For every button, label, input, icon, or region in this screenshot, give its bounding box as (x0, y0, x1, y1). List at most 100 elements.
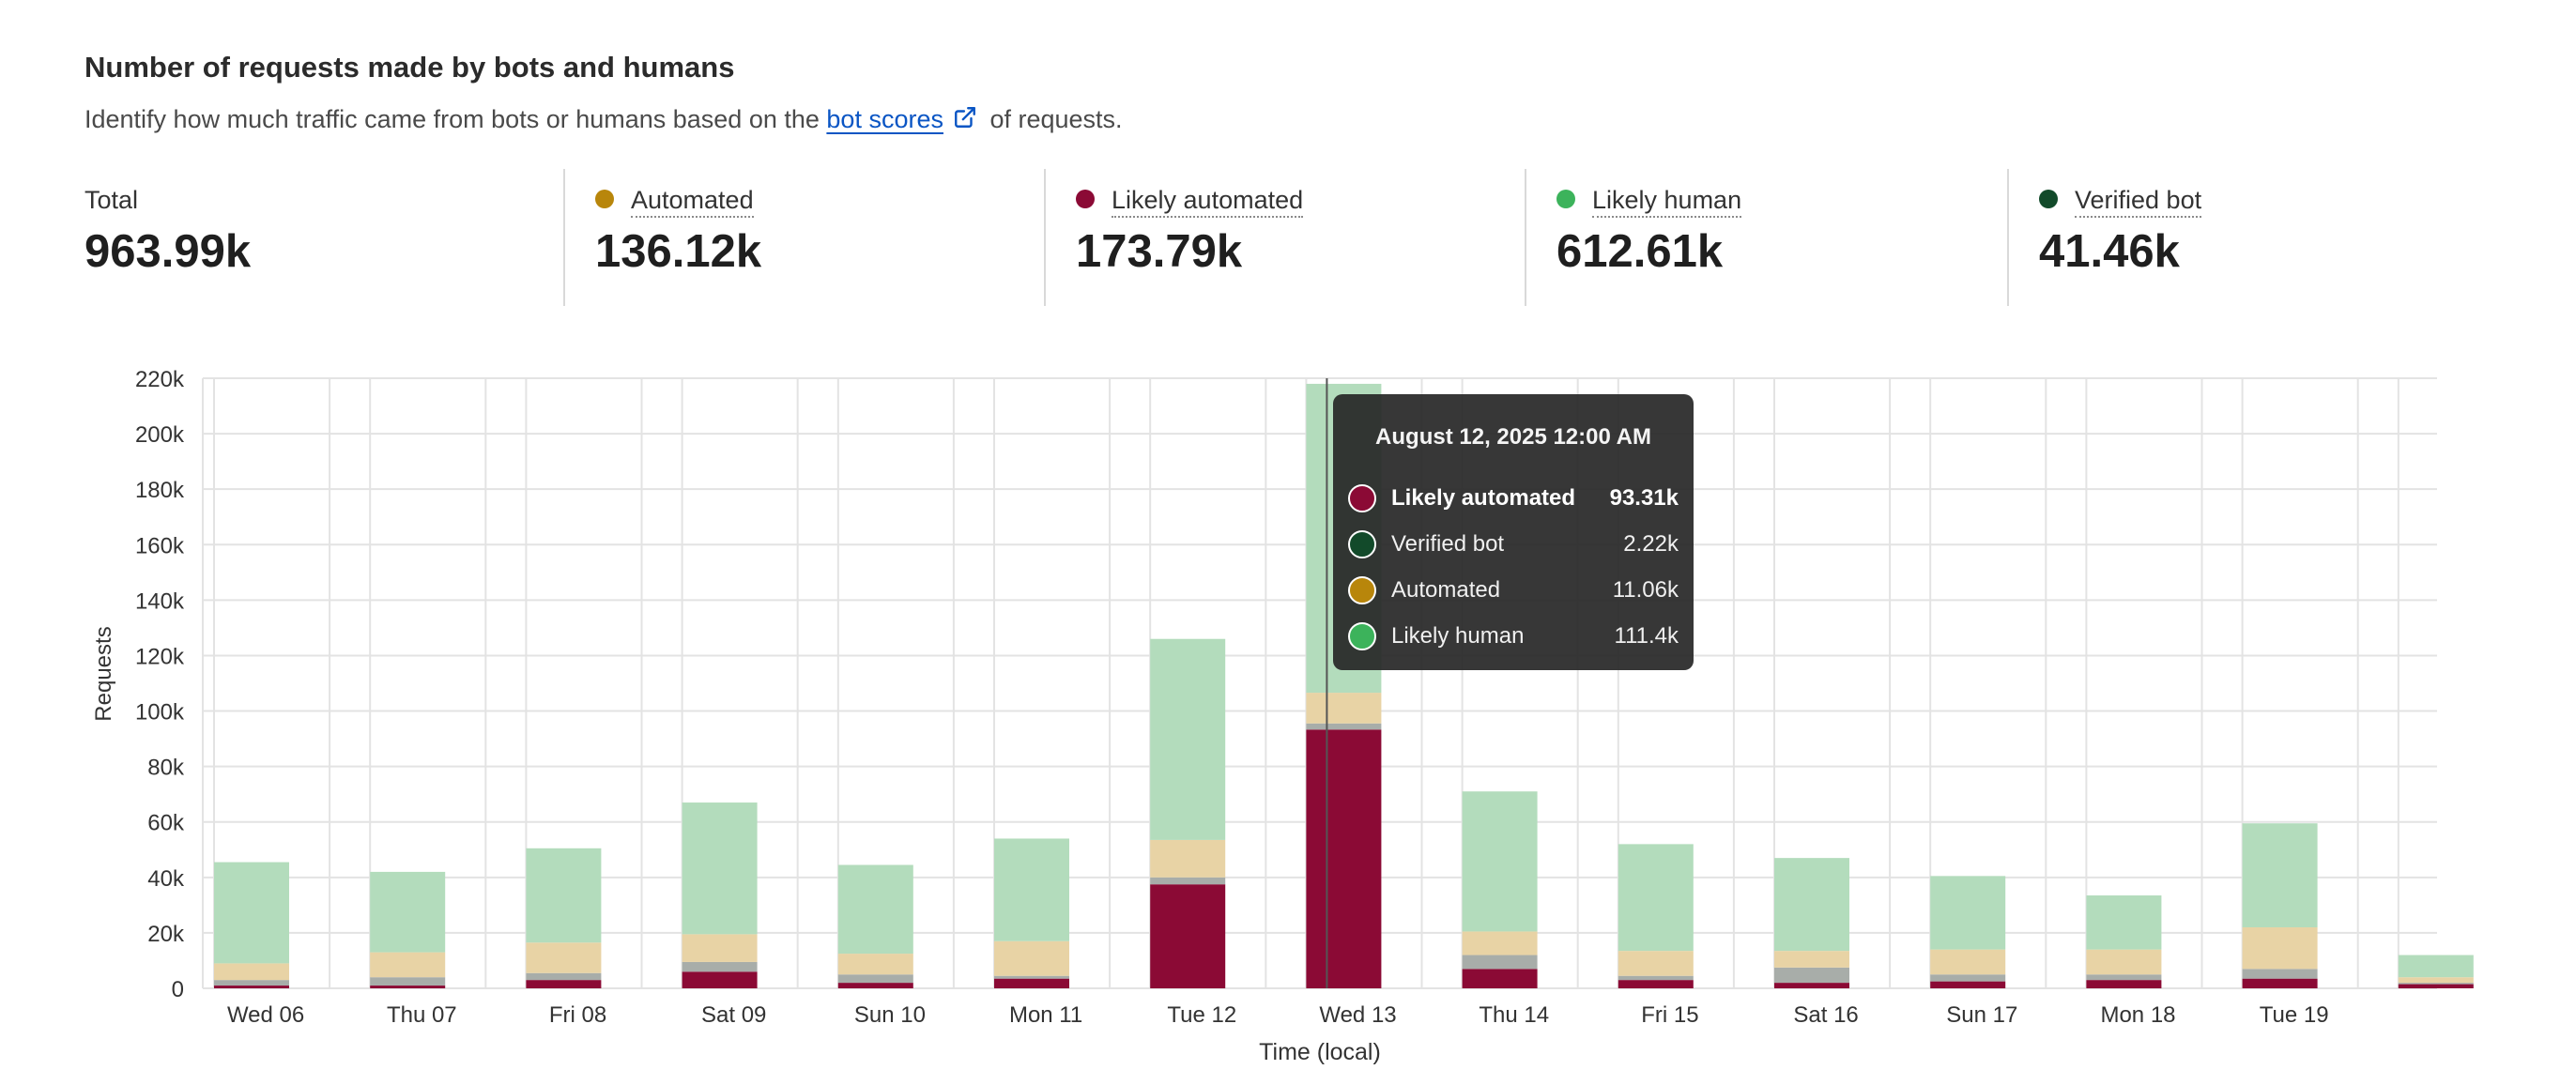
tooltip-row-verified-bot: Verified bot 2.22k (1348, 527, 1679, 564)
y-tick-label: 200k (135, 422, 185, 448)
x-tick-label: Sat 16 (1793, 1002, 1858, 1028)
stat-likely-human-value: 612.61k (1556, 226, 1724, 277)
description-text-before: Identify how much traffic came from bots… (84, 105, 827, 133)
bar-segment-automated[interactable] (2242, 927, 2318, 970)
tooltip-series-value: 11.06k (1612, 577, 1679, 603)
bar-segment-verified-bot[interactable] (1774, 967, 1849, 984)
automated-legend-dot (595, 190, 614, 208)
bar-segment-verified-bot[interactable] (1930, 974, 2006, 982)
bar-segment-likely-human[interactable] (370, 871, 446, 953)
bar-segment-automated[interactable] (837, 954, 913, 975)
bar-segment-verified-bot[interactable] (2242, 969, 2318, 979)
bot-scores-link[interactable]: bot scores (826, 105, 943, 133)
tooltip-series-name: Likely automated (1391, 485, 1576, 511)
y-tick-label: 60k (147, 811, 185, 836)
bar-segment-automated[interactable] (1618, 951, 1694, 976)
bar-segment-verified-bot[interactable] (1618, 975, 1694, 981)
bar-segment-automated[interactable] (1462, 931, 1538, 955)
bar-segment-verified-bot[interactable] (682, 961, 758, 972)
bar-segment-verified-bot[interactable] (994, 975, 1069, 979)
requests-stacked-bar-chart[interactable]: 0 20k 40k 60k 80k 100k 120k 140k 160k 180k 200k 220… (0, 347, 2576, 1079)
x-tick-label: Sun 17 (1946, 1002, 2017, 1028)
bar-segment-likely-automated[interactable] (1150, 884, 1226, 988)
bar-segment-likely-human[interactable] (1462, 791, 1538, 932)
bar-segment-likely-human[interactable] (994, 838, 1069, 941)
bar-segment-likely-human[interactable] (837, 864, 913, 955)
stat-verified-bot-label[interactable]: Verified bot (2075, 186, 2202, 218)
bar-segment-automated[interactable] (214, 963, 289, 981)
bar-segment-verified-bot[interactable] (1150, 877, 1226, 885)
bar-segment-likely-human[interactable] (1618, 844, 1694, 952)
bar-segment-likely-human[interactable] (526, 848, 602, 943)
stat-likely-automated-label[interactable]: Likely automated (1112, 186, 1304, 218)
bar-segment-automated[interactable] (1930, 949, 2006, 975)
bar-segment-likely-human[interactable] (2398, 955, 2474, 978)
bar-segment-automated[interactable] (1306, 693, 1382, 724)
bar-segment-automated[interactable] (682, 934, 758, 962)
bar-segment-likely-human[interactable] (2242, 823, 2318, 927)
bar-segment-likely-human[interactable] (682, 802, 758, 935)
bar-segment-verified-bot[interactable] (370, 977, 446, 986)
bar-segment-likely-automated[interactable] (837, 983, 913, 988)
stat-automated-label[interactable]: Automated (631, 186, 754, 218)
y-tick-label: 40k (147, 866, 185, 892)
bar-segment-automated[interactable] (1774, 951, 1849, 968)
bar-segment-likely-human[interactable] (1150, 638, 1226, 840)
bar-segment-automated[interactable] (2086, 949, 2162, 975)
bar-segment-verified-bot[interactable] (1306, 723, 1382, 730)
bar-segment-likely-human[interactable] (1774, 858, 1849, 952)
bar-segment-likely-automated[interactable] (526, 980, 602, 988)
bar-segment-likely-automated[interactable] (994, 978, 1069, 988)
bar-segment-verified-bot[interactable] (214, 980, 289, 986)
bar-segment-automated[interactable] (1150, 839, 1226, 878)
chart-title: Number of requests made by bots and huma… (84, 51, 735, 84)
tooltip-series-value: 111.4k (1614, 623, 1679, 649)
stat-divider (563, 169, 565, 306)
tooltip-row-automated: Automated 11.06k (1348, 573, 1679, 610)
bar-segment-likely-automated[interactable] (2398, 984, 2474, 988)
tooltip-series-name: Automated (1391, 577, 1501, 603)
bar-segment-likely-automated[interactable] (1306, 729, 1382, 988)
bar-segment-likely-human[interactable] (214, 862, 289, 964)
bar-segment-verified-bot[interactable] (2086, 974, 2162, 981)
bar-segment-likely-automated[interactable] (214, 986, 289, 988)
bar-segment-automated[interactable] (994, 940, 1069, 976)
bar-segment-verified-bot[interactable] (526, 972, 602, 981)
bar-segment-likely-automated[interactable] (1930, 981, 2006, 988)
bar-segment-likely-human[interactable] (1930, 876, 2006, 950)
tooltip-dot (1348, 622, 1376, 650)
verified-bot-legend-dot (2039, 190, 2058, 208)
bar-segment-automated[interactable] (2398, 977, 2474, 984)
x-tick-label: Thu 14 (1479, 1002, 1549, 1028)
chart-bars[interactable] (214, 383, 2474, 988)
stat-total-value: 963.99k (84, 226, 252, 277)
tooltip-series-name: Verified bot (1391, 531, 1505, 557)
y-axis-label: Requests (91, 626, 116, 721)
x-tick-label: Sat 09 (701, 1002, 766, 1028)
stat-divider (2007, 169, 2009, 306)
bar-segment-likely-human[interactable] (2086, 895, 2162, 950)
y-tick-label: 120k (135, 644, 185, 669)
x-tick-label: Sun 10 (854, 1002, 926, 1028)
bar-segment-automated[interactable] (526, 942, 602, 973)
tooltip-row-likely-human: Likely human 111.4k (1348, 619, 1679, 656)
bar-segment-likely-automated[interactable] (1462, 969, 1538, 988)
bar-segment-verified-bot[interactable] (837, 974, 913, 984)
bar-segment-likely-automated[interactable] (370, 986, 446, 988)
stat-verified-bot-value: 41.46k (2039, 226, 2180, 277)
bar-segment-verified-bot[interactable] (2398, 983, 2474, 985)
bar-segment-likely-automated[interactable] (2086, 980, 2162, 988)
bar-segment-likely-automated[interactable] (682, 971, 758, 988)
bar-segment-likely-automated[interactable] (1774, 983, 1849, 988)
stat-automated-value: 136.12k (595, 226, 762, 277)
y-tick-label: 180k (135, 478, 185, 503)
chart-tooltip: August 12, 2025 12:00 AM Likely automate… (1333, 394, 1694, 670)
bar-segment-likely-automated[interactable] (1618, 980, 1694, 988)
stat-divider (1044, 169, 1046, 306)
bar-segment-likely-automated[interactable] (2242, 978, 2318, 988)
bar-segment-automated[interactable] (370, 952, 446, 978)
external-link-icon[interactable] (953, 105, 977, 136)
y-axis-ticks: 0 20k 40k 60k 80k 100k 120k 140k 160k 180k 200k 220… (135, 367, 185, 1002)
bar-segment-verified-bot[interactable] (1462, 955, 1538, 970)
stat-likely-human-label[interactable]: Likely human (1592, 186, 1742, 218)
